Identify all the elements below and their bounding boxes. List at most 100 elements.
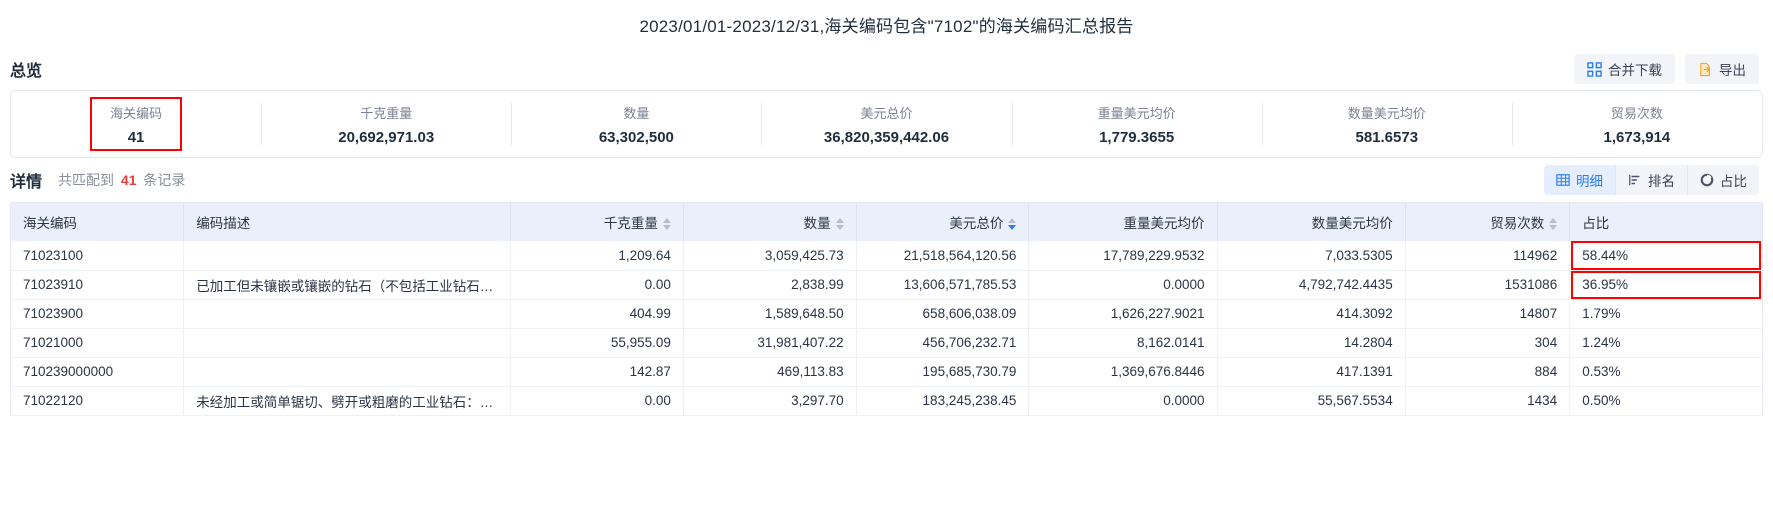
cell-text: 469,113.83 (777, 364, 844, 379)
cell-text: 14807 (1519, 306, 1558, 321)
cell-text: 71023100 (23, 247, 84, 263)
cell-usd-per-qty: 4,792,742.4435 (1217, 270, 1406, 300)
table-row[interactable]: 71022120 未经加工或简单锯切、劈开或粗磨的工业钻石：… 0.00 3,297.… (11, 386, 1762, 416)
cell-text: 142.87 (629, 364, 671, 379)
cell-code: 71023910 (11, 270, 185, 300)
cell-text: 1,589,648.50 (764, 306, 844, 321)
table-grid-icon (1556, 173, 1570, 187)
stat-label: 数量 (623, 105, 650, 121)
stat-6: 数量美元均价 581.6573 (1261, 91, 1512, 157)
table-row[interactable]: 71023100 1,209.64 3,059,425.73 21,518,564,1… (11, 241, 1762, 271)
cell-desc (183, 328, 512, 358)
cell-text: 710239000000 (23, 364, 114, 379)
cell-text: 1,626,227.9021 (1110, 306, 1205, 321)
column-header-4[interactable]: 数量 (683, 203, 857, 241)
stat-1: 海关编码 41 (11, 91, 261, 157)
cell-usd-per-weight: 0.0000 (1028, 270, 1218, 300)
sort-arrows-icon[interactable] (662, 218, 671, 231)
table-row[interactable]: 71023900 404.99 1,589,648.50 658,606,038.09… (11, 299, 1762, 329)
cell-text: 417.1391 (1336, 364, 1393, 379)
cell-text: 456,706,232.71 (922, 335, 1017, 350)
cell-text: 55,567.5534 (1317, 393, 1393, 408)
cell-text: 1.79% (1582, 306, 1621, 321)
cell-text: 0.53% (1582, 364, 1621, 379)
cell-usd-per-weight: 17,789,229.9532 (1028, 241, 1218, 271)
page-title-bar: 2023/01/01-2023/12/31,海关编码包含"7102"的海关编码汇… (0, 0, 1773, 48)
cell-quantity: 1,589,648.50 (683, 299, 857, 329)
sort-arrows-icon[interactable] (1549, 218, 1558, 231)
cell-text: 0.0000 (1163, 277, 1205, 292)
cell-usd-total: 21,518,564,120.56 (856, 241, 1030, 271)
stat-7: 贸易次数 1,673,914 (1511, 91, 1762, 157)
cell-desc (183, 299, 512, 329)
cell-desc: 未经加工或简单锯切、劈开或粗磨的工业钻石：… (183, 386, 512, 416)
table-row[interactable]: 710239000000 142.87 469,113.83 195,685,730.… (11, 357, 1762, 387)
stat-label: 数量美元均价 (1347, 105, 1426, 121)
stat-label: 重量美元均价 (1097, 105, 1176, 121)
merge-download-label: 合并下载 (1608, 63, 1662, 78)
cell-text: 658,606,038.09 (922, 306, 1017, 321)
tab-label: 排名 (1648, 174, 1675, 189)
cell-text: 7,033.5305 (1325, 247, 1393, 263)
cell-text: 414.3092 (1336, 306, 1393, 321)
cell-usd-per-qty: 414.3092 (1217, 299, 1406, 329)
cell-quantity: 2,838.99 (683, 270, 857, 300)
column-header-1: 海关编码 (11, 203, 185, 241)
stat-4: 美元总价 36,820,359,442.06 (761, 91, 1011, 157)
column-header-3[interactable]: 千克重量 (510, 203, 684, 241)
stat-value: 36,820,359,442.06 (823, 128, 950, 146)
cell-text: 0.00 (644, 393, 671, 408)
cell-usd-per-qty: 7,033.5305 (1217, 241, 1406, 271)
cell-usd-total: 658,606,038.09 (856, 299, 1030, 329)
stat-value: 63,302,500 (598, 128, 674, 146)
cell-code: 71021000 (11, 328, 185, 358)
sort-arrows-icon[interactable] (1008, 218, 1017, 231)
column-header-label: 千克重量 (603, 216, 658, 231)
stat-3: 数量 63,302,500 (511, 91, 761, 157)
table-header-row: 海关编码 编码描述 千克重量 数量 美元总价 重量美元均价 数量美元均价 贸易次数 占比 (11, 203, 1762, 241)
stat-value: 1,779.3655 (1099, 128, 1175, 146)
cell-text: 3,297.70 (791, 393, 844, 408)
cell-text: 114962 (1513, 247, 1558, 263)
sort-arrows-icon[interactable] (835, 218, 844, 231)
pie-chart-icon (1700, 173, 1714, 187)
column-header-label: 数量美元均价 (1311, 216, 1393, 231)
detail-table-head: 海关编码 编码描述 千克重量 数量 美元总价 重量美元均价 数量美元均价 贸易次数 占比 (11, 203, 1762, 241)
cell-trades: 114962 (1405, 241, 1571, 271)
cell-desc (183, 241, 512, 271)
cell-text: 13,606,571,785.53 (903, 277, 1017, 292)
cell-text: 55,955.09 (610, 335, 671, 350)
cell-code: 71022120 (11, 386, 185, 416)
column-header-8[interactable]: 贸易次数 (1405, 203, 1571, 241)
cell-usd-total: 456,706,232.71 (856, 328, 1030, 358)
overview-stats-card: 海关编码 41 千克重量 20,692,971.03 数量 63,302,500 美元总价 3… (10, 90, 1763, 158)
column-header-label: 贸易次数 (1490, 216, 1545, 231)
table-row[interactable]: 71021000 55,955.09 31,981,407.22 456,706,23… (11, 328, 1762, 358)
cell-weight-kg: 142.87 (510, 357, 684, 387)
detail-table-body: 71023100 1,209.64 3,059,425.73 21,518,564,1… (11, 241, 1762, 416)
cell-desc (183, 357, 512, 387)
tab-ranking-bars[interactable]: 排名 (1615, 165, 1687, 195)
cell-text: 195,685,730.79 (922, 364, 1017, 379)
cell-text: 1,209.64 (618, 247, 671, 263)
merge-download-button[interactable]: 合并下载 (1574, 54, 1675, 84)
cell-text: 0.50% (1582, 393, 1621, 408)
tab-table-grid[interactable]: 明细 (1544, 165, 1615, 195)
cell-usd-per-weight: 0.0000 (1028, 386, 1218, 416)
cell-weight-kg: 0.00 (510, 270, 684, 300)
cell-usd-per-qty: 417.1391 (1217, 357, 1406, 387)
cell-text: 0.0000 (1163, 393, 1205, 408)
column-header-label: 占比 (1582, 216, 1610, 231)
tab-pie-chart[interactable]: 占比 (1687, 165, 1759, 195)
cell-text: 71023910 (23, 277, 84, 292)
export-button[interactable]: 导出 (1685, 54, 1759, 84)
cell-text: 1531086 (1504, 277, 1558, 292)
cell-text: 183,245,238.45 (922, 393, 1017, 408)
column-header-label: 美元总价 (949, 216, 1004, 231)
cell-text: 71023900 (23, 306, 84, 321)
stat-value: 41 (127, 128, 145, 146)
column-header-5[interactable]: 美元总价 (856, 203, 1030, 241)
cell-desc: 已加工但未镶嵌或镶嵌的钻石（不包括工业钻石… (183, 270, 512, 300)
table-row[interactable]: 71023910 已加工但未镶嵌或镶嵌的钻石（不包括工业钻石… 0.00 2,838.… (11, 270, 1762, 300)
